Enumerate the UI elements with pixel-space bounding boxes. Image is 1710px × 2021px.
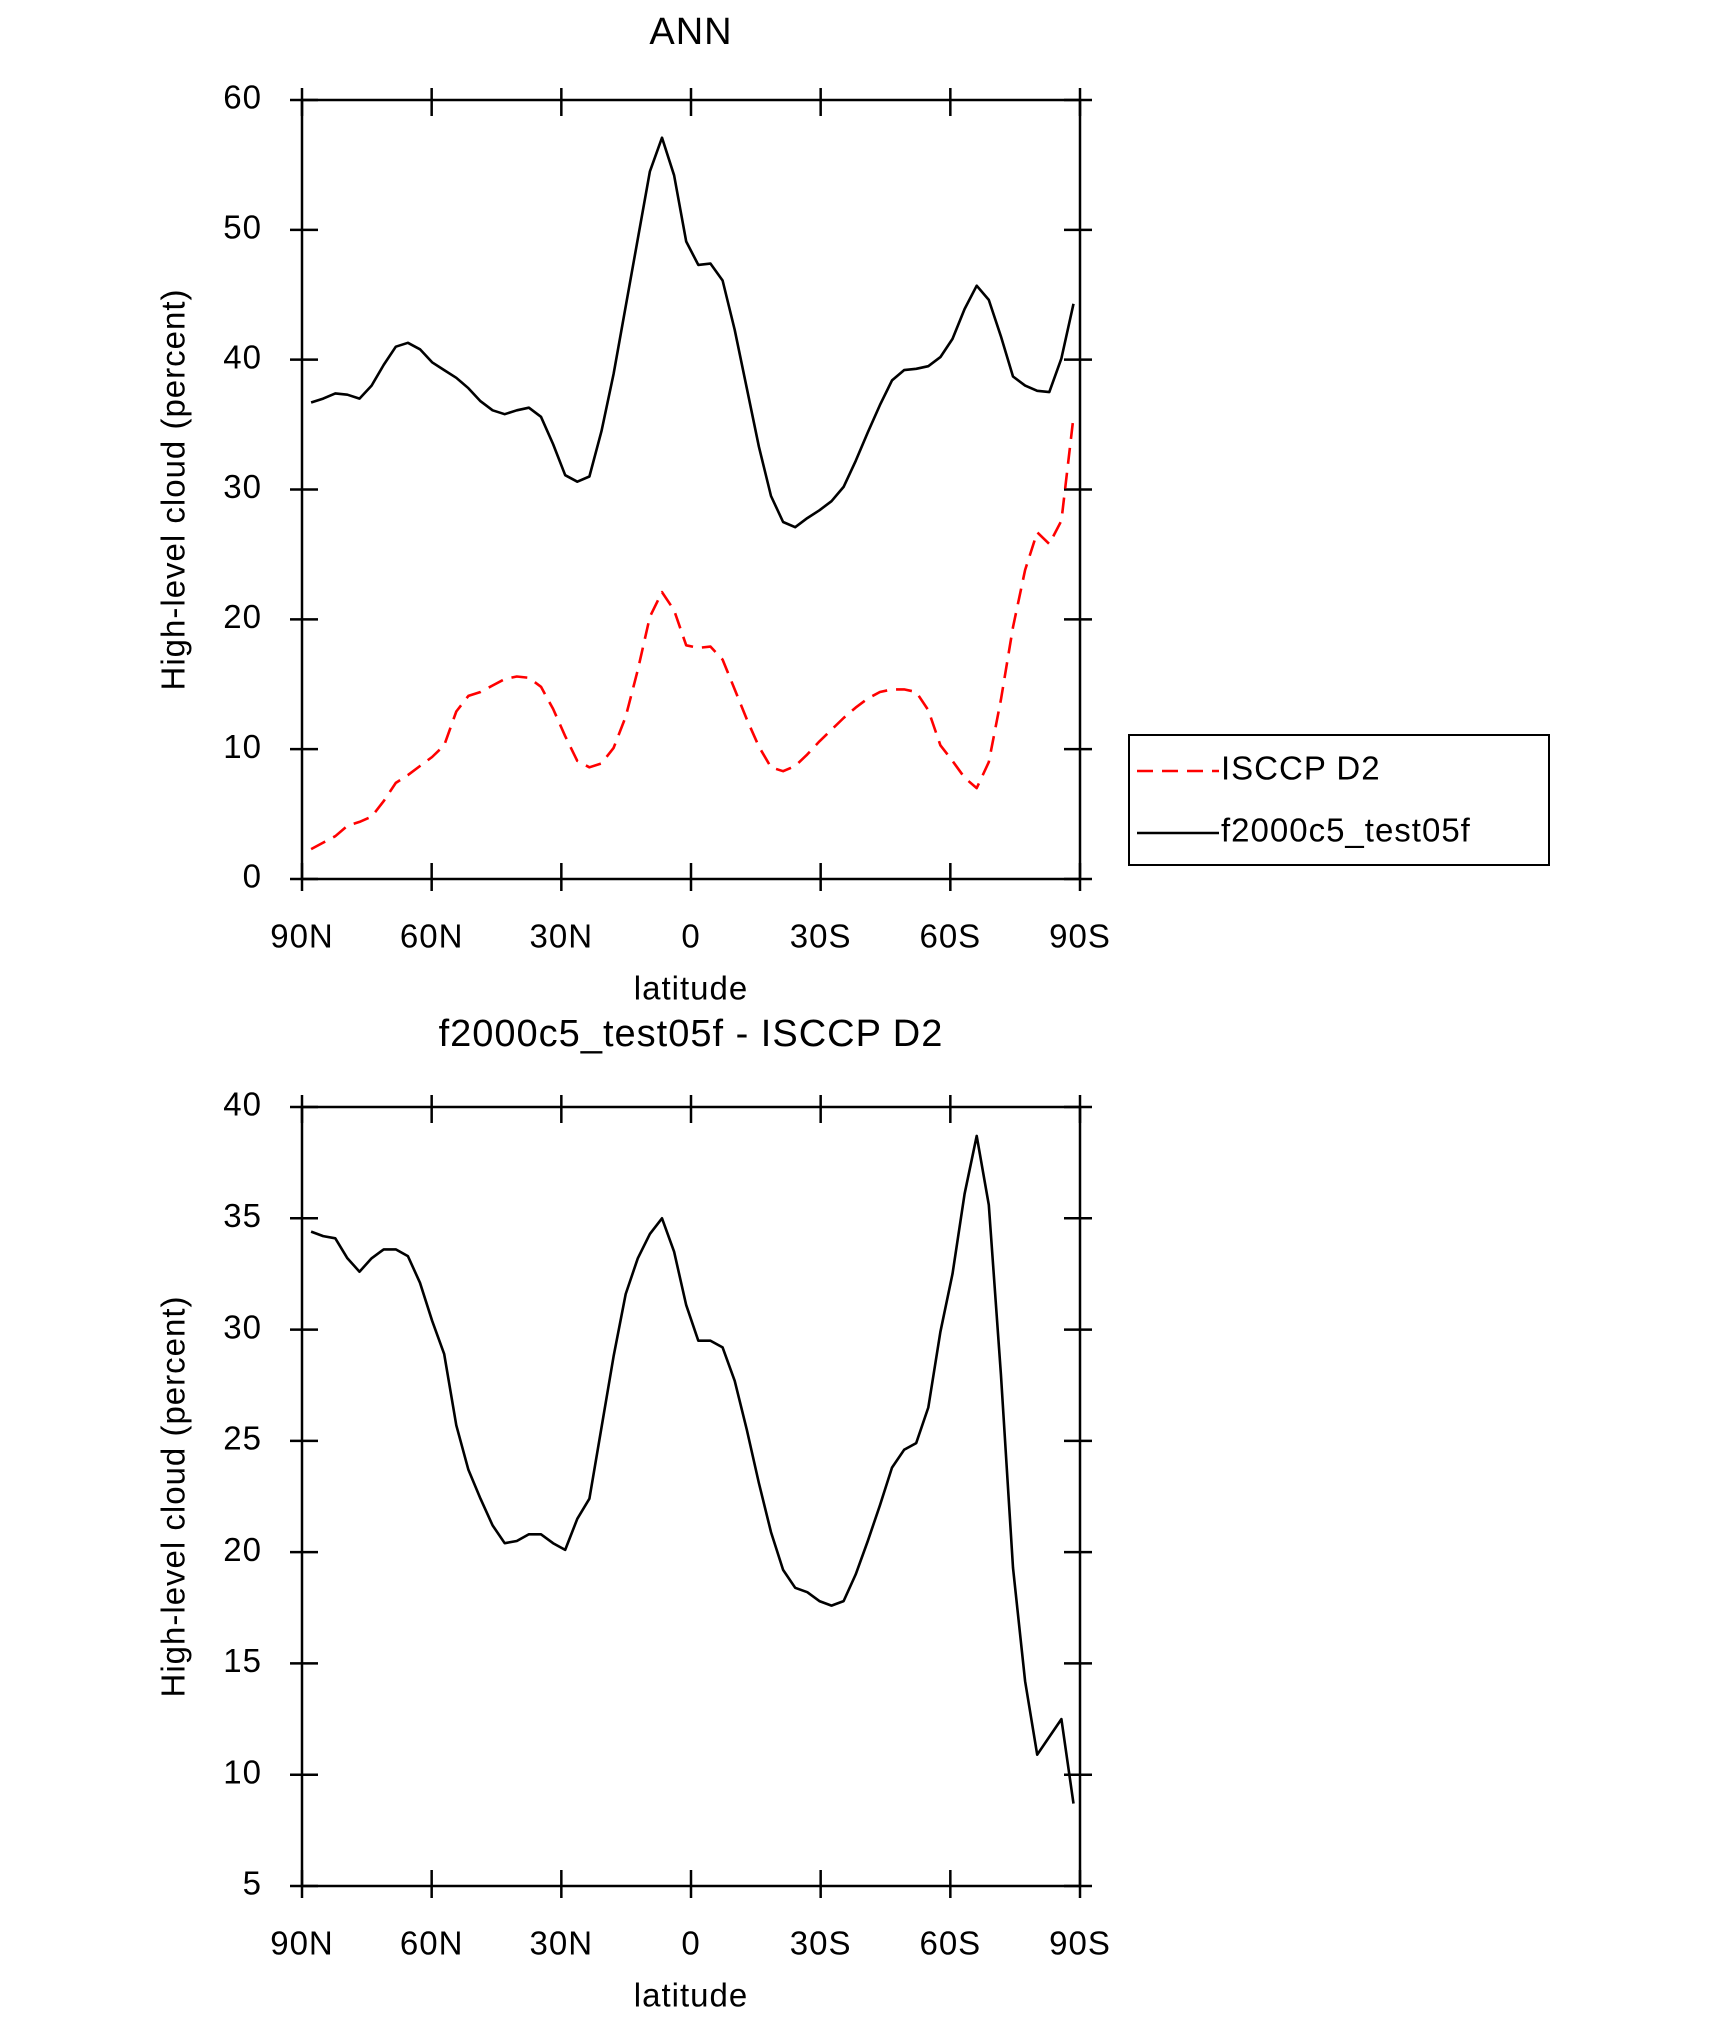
x-tick-label: 90N: [270, 918, 334, 955]
data-line: [310, 416, 1075, 851]
data-line: [310, 136, 1075, 529]
x-tick-label: 60S: [919, 918, 981, 955]
x-tick-label: 90S: [1049, 1925, 1111, 1962]
y-tick-label: 35: [223, 1197, 262, 1234]
x-tick-label: 90S: [1049, 918, 1111, 955]
y-tick-label: 15: [223, 1642, 262, 1679]
y-tick-label: 30: [223, 468, 262, 505]
legend-label: f2000c5_test05f: [1221, 812, 1471, 849]
y-tick-label: 40: [223, 338, 262, 375]
legend-box: [1128, 734, 1550, 866]
x-tick-label: 90N: [270, 1925, 334, 1962]
x-tick-label: 60N: [400, 1925, 464, 1962]
y-tick-label: 0: [243, 858, 262, 895]
plot-frame: [300, 98, 1082, 881]
y-tick-label: 20: [223, 598, 262, 635]
chart-title: f2000c5_test05f - ISCCP D2: [439, 1013, 944, 1055]
y-axis-label: High-level cloud (percent): [155, 1295, 192, 1697]
x-tick-label: 0: [681, 918, 700, 955]
x-axis-label: latitude: [634, 970, 748, 1007]
x-tick-label: 0: [681, 1925, 700, 1962]
x-tick-label: 60S: [919, 1925, 981, 1962]
x-axis-label: latitude: [634, 1977, 748, 2014]
data-line: [310, 1134, 1075, 1804]
y-tick-label: 25: [223, 1420, 262, 1457]
x-tick-label: 30S: [790, 1925, 852, 1962]
y-tick-label: 50: [223, 209, 262, 246]
chart-title: ANN: [649, 11, 732, 53]
y-axis-label: High-level cloud (percent): [155, 288, 192, 690]
y-tick-label: 30: [223, 1308, 262, 1345]
y-tick-label: 60: [223, 79, 262, 116]
plot-frame: [300, 1105, 1082, 1888]
y-tick-label: 10: [223, 1753, 262, 1790]
x-tick-label: 30N: [530, 1925, 594, 1962]
y-tick-label: 5: [243, 1865, 262, 1902]
x-tick-label: 30N: [530, 918, 594, 955]
legend-label: ISCCP D2: [1221, 750, 1381, 787]
y-tick-label: 20: [223, 1531, 262, 1568]
x-tick-label: 60N: [400, 918, 464, 955]
y-tick-label: 40: [223, 1086, 262, 1123]
x-tick-label: 30S: [790, 918, 852, 955]
y-tick-label: 10: [223, 728, 262, 765]
